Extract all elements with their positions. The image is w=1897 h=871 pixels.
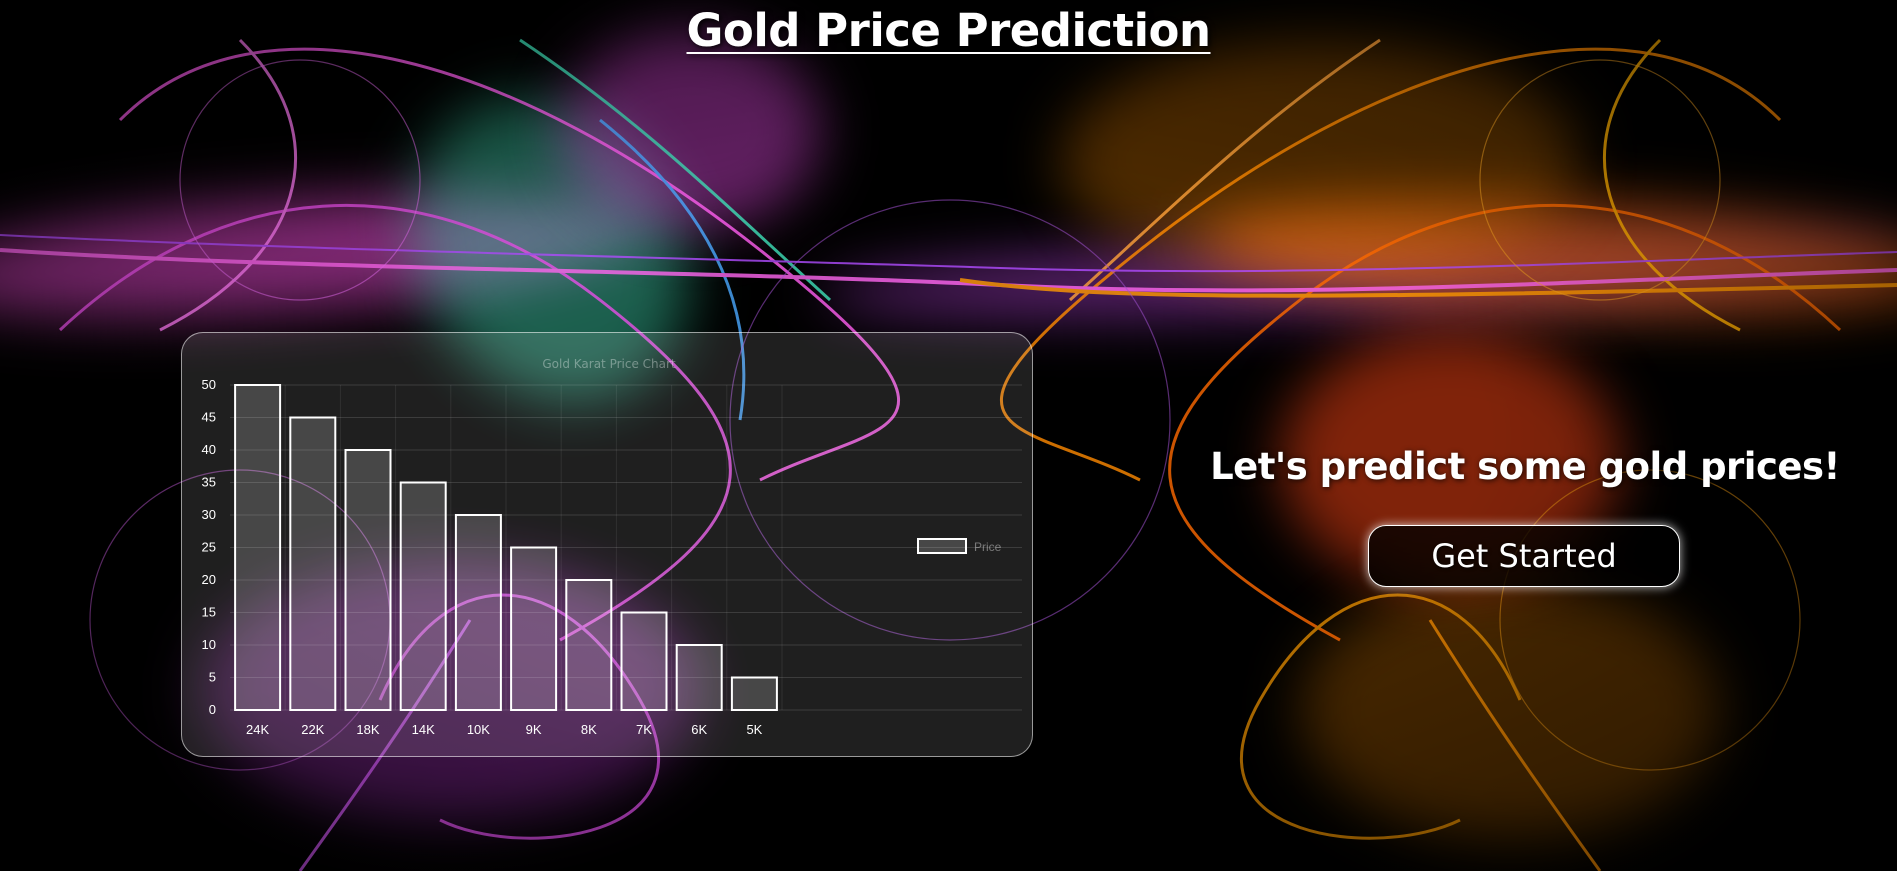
page-title: Gold Price Prediction [686,4,1211,57]
price-chart-card: Gold Karat Price Chart 0 5 10 15 20 25 30 35 40 45… [181,332,1033,757]
price-bar-chart: Gold Karat Price Chart 0 5 10 15 20 25 30 35 40 45… [202,357,1022,737]
bar [234,384,282,711]
y-tick-label: 40 [202,442,216,457]
y-tick-label: 5 [209,670,216,685]
y-tick-label: 0 [209,702,216,717]
x-tick-label: 14K [412,722,435,737]
bar [730,676,778,711]
bar [344,449,392,711]
bar [454,514,502,711]
x-tick-label: 8K [581,722,597,737]
bar [510,546,558,711]
y-tick-label: 25 [202,540,216,555]
x-tick-label: 7K [636,722,652,737]
x-tick-label: 24K [246,722,269,737]
y-tick-label: 30 [202,507,216,522]
bar [289,416,337,711]
y-tick-label: 35 [202,475,216,490]
bar [565,579,613,711]
y-tick-label: 45 [202,410,216,425]
y-tick-label: 15 [202,605,216,620]
bar [620,611,668,711]
x-tick-label: 22K [301,722,324,737]
legend-label: Price [974,540,1002,554]
bar [399,481,447,711]
x-tick-label: 18K [356,722,379,737]
x-tick-label: 6K [691,722,707,737]
bar [675,644,723,711]
chart-title: Gold Karat Price Chart [542,357,676,371]
legend-swatch [917,538,967,554]
x-tick-label: 5K [746,722,762,737]
hero-tagline: Let's predict some gold prices! [1210,445,1840,488]
get-started-button[interactable]: Get Started [1368,525,1680,587]
y-tick-label: 20 [202,572,216,587]
x-tick-label: 9K [526,722,542,737]
y-tick-label: 50 [202,377,216,392]
y-tick-label: 10 [202,637,216,652]
x-tick-label: 10K [467,722,490,737]
